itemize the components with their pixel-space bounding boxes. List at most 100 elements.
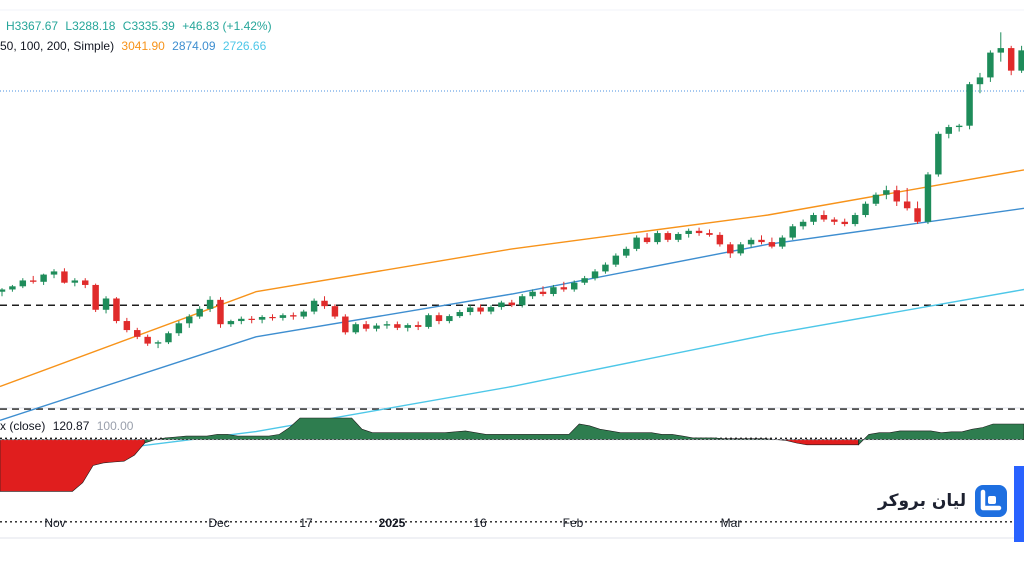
candle-body-1: [9, 286, 16, 290]
candle-body-70: [727, 244, 734, 254]
candle-body-97: [1007, 48, 1015, 71]
candle-body-55: [570, 282, 578, 290]
candle-body-32: [331, 306, 339, 317]
candle-body-59: [612, 255, 620, 265]
candle-66: [685, 228, 692, 238]
candle-43: [446, 314, 453, 324]
candle-10: [102, 296, 110, 314]
candle-97: [1007, 45, 1015, 76]
edge-accent: [1014, 466, 1024, 542]
candle-body-76: [789, 226, 796, 238]
candle-body-35: [362, 324, 370, 329]
candle-body-96: [997, 48, 1005, 53]
low-value: L3288.18: [65, 19, 116, 33]
x-label-16: 16: [473, 516, 487, 530]
candle-90: [935, 131, 942, 177]
oscillator-value: 120.87: [52, 419, 90, 433]
candle-87: [903, 187, 911, 211]
ma100-line: [0, 207, 1024, 421]
candle-6: [61, 268, 68, 284]
candle-body-88: [914, 208, 921, 222]
ma100-value: 2874.09: [172, 39, 216, 53]
candle-25: [258, 315, 266, 324]
candle-body-63: [654, 233, 661, 243]
candle-54: [560, 281, 568, 292]
candle-body-58: [602, 264, 609, 272]
x-label-17: 17: [299, 516, 313, 530]
candle-61: [633, 235, 640, 252]
high-value: H3367.67: [6, 19, 59, 33]
candle-body-16: [165, 333, 172, 343]
candle-body-11: [113, 298, 120, 322]
candle-36: [373, 323, 380, 332]
candle-body-71: [737, 244, 744, 254]
close-value: C3335.39: [122, 19, 175, 33]
oscillator-legend: x (close) 120.87 100.00: [0, 419, 137, 433]
candle-65: [675, 232, 682, 243]
candle-29: [300, 309, 307, 319]
candle-28: [290, 312, 297, 320]
candle-49: [508, 299, 516, 308]
candle-body-85: [883, 190, 890, 195]
candle-body-60: [623, 248, 630, 256]
candle-body-50: [518, 296, 526, 306]
candle-5: [50, 269, 58, 279]
candle-body-90: [935, 133, 942, 175]
candle-body-73: [758, 239, 765, 243]
candle-body-10: [102, 298, 110, 310]
candle-46: [477, 304, 484, 315]
candle-34: [352, 322, 359, 335]
candle-body-26: [269, 316, 276, 319]
candle-17: [175, 321, 183, 336]
candle-2: [19, 278, 27, 289]
candle-body-77: [799, 221, 807, 227]
candle-body-91: [945, 127, 952, 134]
ma200-value: 2726.66: [222, 39, 267, 53]
candle-body-79: [820, 215, 828, 220]
oscillator-label: x (close): [0, 419, 46, 433]
candle-body-33: [342, 316, 349, 333]
candle-body-57: [591, 271, 599, 279]
candle-body-54: [560, 287, 568, 290]
candle-8: [82, 278, 89, 289]
candle-57: [591, 269, 599, 281]
ma-legend: 50, 100, 200, Simple) 3041.90 2874.09 27…: [0, 39, 270, 53]
change-value: +46.83 (+1.42%): [182, 19, 272, 33]
candle-37: [383, 321, 391, 329]
candle-4: [40, 273, 47, 285]
candle-body-19: [196, 308, 203, 317]
candle-body-2: [19, 280, 27, 287]
candle-body-38: [394, 324, 401, 328]
candle-body-61: [633, 237, 640, 249]
candle-59: [612, 253, 620, 267]
candle-47: [487, 305, 495, 315]
candle-52: [539, 286, 547, 297]
candle-body-84: [872, 194, 880, 204]
candle-body-36: [373, 325, 380, 329]
candle-72: [747, 237, 755, 248]
candle-63: [654, 230, 661, 245]
candle-11: [113, 297, 120, 324]
ma50-line: [0, 169, 1024, 388]
candle-body-64: [664, 233, 672, 240]
candle-body-72: [747, 239, 755, 245]
candle-body-28: [290, 315, 297, 317]
candle-85: [883, 185, 890, 200]
candle-76: [789, 224, 796, 240]
candle-92: [955, 123, 963, 132]
oscillator-level: 100.00: [96, 419, 134, 433]
candle-23: [238, 316, 245, 325]
candle-21: [217, 297, 224, 328]
candle-body-15: [154, 342, 162, 344]
candle-42: [435, 312, 443, 325]
candle-body-23: [238, 318, 245, 322]
oscillator-area-1: [144, 417, 776, 444]
candle-body-43: [446, 316, 453, 322]
candle-body-14: [144, 336, 151, 344]
candle-79: [820, 210, 828, 222]
candle-18: [186, 314, 193, 328]
candle-95: [987, 50, 994, 82]
candle-body-95: [987, 52, 994, 78]
candle-67: [695, 227, 703, 236]
